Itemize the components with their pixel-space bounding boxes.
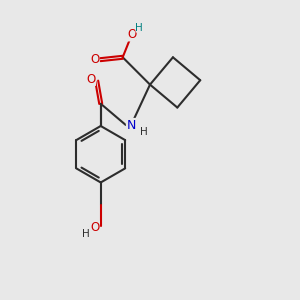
Text: O: O	[90, 53, 100, 66]
Text: O: O	[127, 28, 136, 41]
Text: H: H	[135, 22, 143, 33]
Text: N: N	[127, 118, 136, 131]
Text: H: H	[140, 127, 148, 136]
Text: O: O	[91, 220, 100, 234]
Text: H: H	[82, 230, 90, 239]
Text: O: O	[87, 73, 96, 86]
